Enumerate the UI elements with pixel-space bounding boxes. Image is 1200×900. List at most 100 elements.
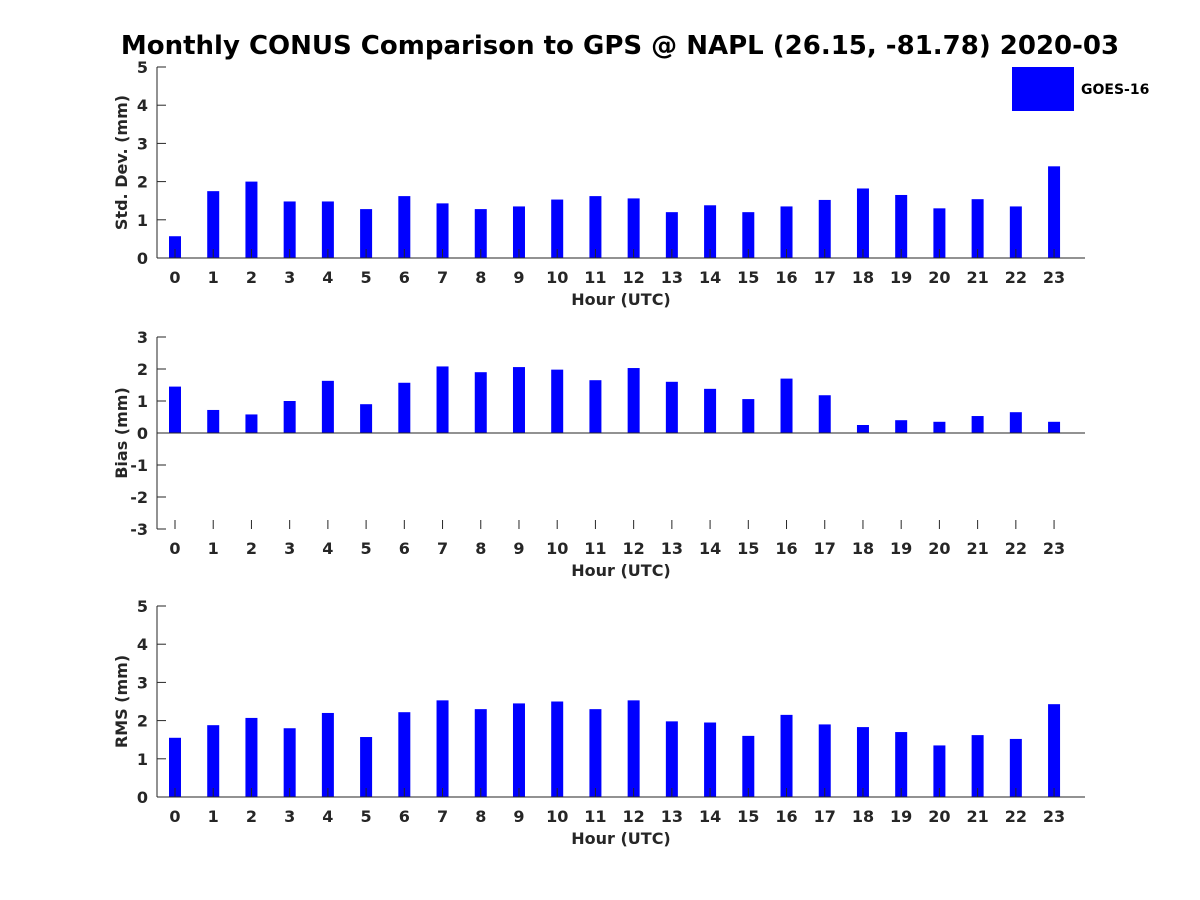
bias-ytick-label: 1: [137, 392, 148, 411]
std-dev-xtick-label: 22: [1005, 268, 1027, 287]
rms-xtick-label: 7: [437, 807, 448, 826]
std-dev-bar-8: [474, 209, 487, 258]
bias-xtick-label: 4: [322, 539, 333, 558]
bias-xtick-label: 18: [852, 539, 874, 558]
rms-xtick-label: 22: [1005, 807, 1027, 826]
std-dev-bar-10: [551, 199, 564, 258]
std-dev-y-label: Std. Dev. (mm): [112, 95, 131, 230]
rms-bar-1: [207, 725, 220, 797]
std-dev-bar-20: [933, 208, 946, 258]
std-dev-bar-7: [436, 203, 449, 258]
bias-xtick-label: 1: [208, 539, 219, 558]
std-dev-xtick-label: 4: [322, 268, 333, 287]
std-dev-bar-14: [704, 205, 717, 258]
bias-ytick-label: 0: [137, 424, 148, 443]
std-dev-bar-1: [207, 191, 220, 258]
bias-bar-3: [283, 401, 296, 433]
bias-bar-0: [169, 386, 181, 433]
bias-bar-19: [895, 420, 908, 433]
rms-bar-13: [665, 721, 678, 797]
std-dev-bar-6: [398, 196, 411, 258]
rms-xtick-label: 0: [169, 807, 180, 826]
rms-xtick-label: 14: [699, 807, 721, 826]
rms-bar-21: [971, 735, 984, 797]
std-dev-bar-2: [245, 181, 258, 258]
rms-xtick-label: 6: [399, 807, 410, 826]
std-dev-xtick-label: 7: [437, 268, 448, 287]
std-dev-bar-21: [971, 199, 984, 258]
bias-xtick-label: 21: [966, 539, 988, 558]
rms-bar-3: [283, 728, 296, 797]
figure-title: Monthly CONUS Comparison to GPS @ NAPL (…: [121, 31, 1119, 61]
rms-xtick-label: 18: [852, 807, 874, 826]
std-dev-xtick-label: 6: [399, 268, 410, 287]
std-dev-bar-13: [665, 212, 678, 258]
std-dev-xtick-label: 23: [1043, 268, 1065, 287]
bias-xtick-label: 23: [1043, 539, 1065, 558]
std-dev-xtick-label: 12: [623, 268, 645, 287]
rms-bar-18: [856, 727, 869, 797]
bias-xtick-label: 19: [890, 539, 912, 558]
rms-bar-14: [704, 722, 717, 797]
rms-xtick-label: 21: [966, 807, 988, 826]
std-dev-bar-3: [283, 201, 296, 258]
bias-bar-21: [971, 416, 984, 433]
rms-ytick-label: 0: [137, 788, 148, 807]
std-dev-bar-12: [627, 198, 640, 258]
rms-xtick-label: 19: [890, 807, 912, 826]
bias-bar-7: [436, 366, 449, 433]
std-dev-xtick-label: 19: [890, 268, 912, 287]
bias-bar-14: [704, 388, 717, 433]
bias-bar-11: [589, 380, 602, 433]
rms-bar-2: [245, 717, 258, 797]
rms-xtick-label: 20: [928, 807, 950, 826]
bias-bar-6: [398, 382, 411, 433]
rms-xtick-label: 17: [814, 807, 836, 826]
rms-ytick-label: 4: [137, 635, 148, 654]
rms-y-label: RMS (mm): [112, 655, 131, 748]
rms-ytick-label: 1: [137, 750, 148, 769]
std-dev-bar-23: [1048, 166, 1061, 258]
rms-xtick-label: 9: [513, 807, 524, 826]
rms-ytick-label: 2: [137, 712, 148, 731]
rms-xtick-label: 13: [661, 807, 683, 826]
bias-xtick-label: 22: [1005, 539, 1027, 558]
rms-xtick-label: 11: [584, 807, 606, 826]
rms-xtick-label: 8: [475, 807, 486, 826]
rms-bar-9: [512, 703, 525, 797]
rms-xtick-label: 5: [361, 807, 372, 826]
bias-ytick-label: -2: [130, 488, 148, 507]
std-dev-xtick-label: 1: [208, 268, 219, 287]
rms-bar-20: [933, 745, 946, 797]
std-dev-xtick-label: 21: [966, 268, 988, 287]
legend: GOES-16: [1012, 67, 1149, 111]
std-dev-bar-4: [321, 201, 334, 258]
bias-x-label: Hour (UTC): [571, 561, 671, 580]
bias-xtick-label: 20: [928, 539, 950, 558]
bias-bar-23: [1048, 421, 1061, 433]
rms-ytick-label: 5: [137, 597, 148, 616]
bias-bar-2: [245, 414, 258, 433]
rms-bar-15: [742, 735, 755, 797]
bias-xtick-label: 8: [475, 539, 486, 558]
rms-xtick-label: 4: [322, 807, 333, 826]
std-dev-xtick-label: 20: [928, 268, 950, 287]
bias-xtick-label: 13: [661, 539, 683, 558]
std-dev-xtick-label: 8: [475, 268, 486, 287]
bias-bar-20: [933, 421, 946, 433]
bias-bar-10: [551, 369, 564, 433]
std-dev-xtick-label: 3: [284, 268, 295, 287]
legend-swatch: [1012, 67, 1074, 111]
rms-bar-23: [1048, 704, 1061, 797]
bias-xtick-label: 9: [513, 539, 524, 558]
bias-bar-22: [1009, 412, 1022, 433]
bias-ytick-label: 2: [137, 360, 148, 379]
bias-xtick-label: 7: [437, 539, 448, 558]
bias-xtick-label: 14: [699, 539, 721, 558]
bias-xtick-label: 11: [584, 539, 606, 558]
bias-bar-12: [627, 368, 640, 433]
bias-xtick-label: 6: [399, 539, 410, 558]
